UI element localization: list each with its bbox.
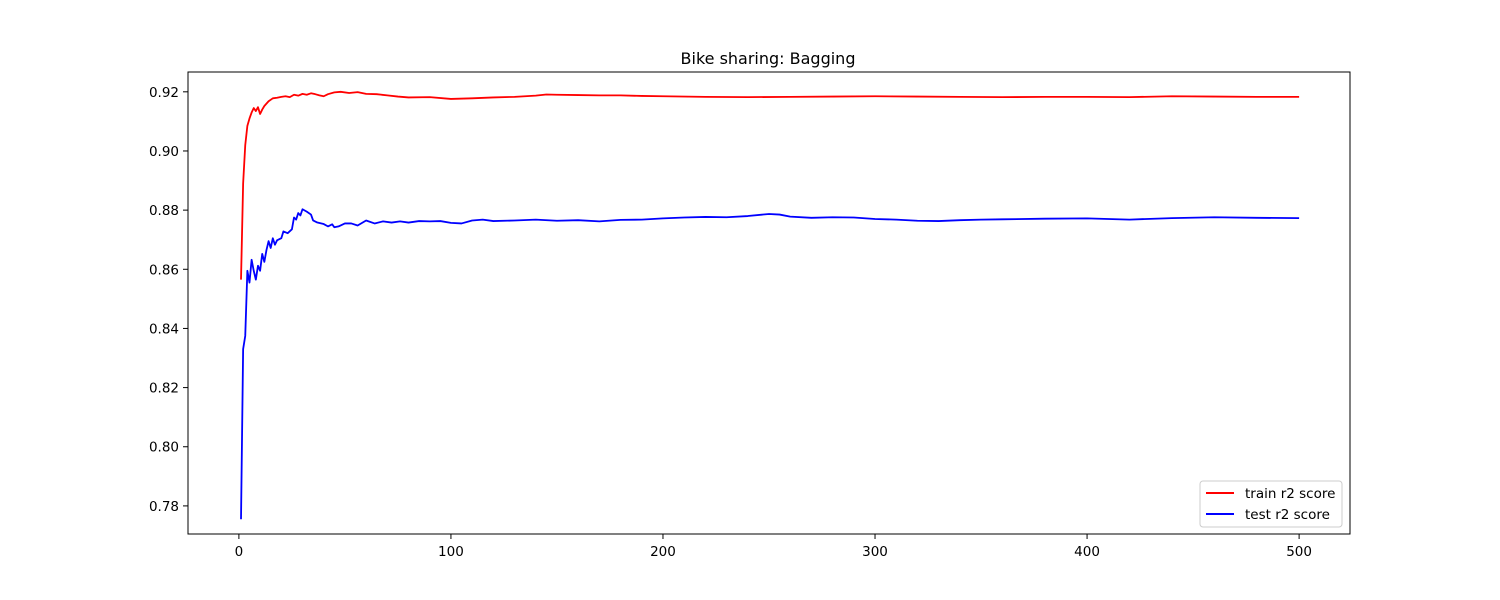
y-tick-label: 0.82	[149, 381, 179, 397]
legend-label-test: test r2 score	[1245, 507, 1330, 523]
x-axis: 0 100 200 300 400 500	[235, 534, 1312, 560]
y-tick-label: 0.80	[149, 440, 179, 456]
x-tick-label: 0	[235, 544, 244, 560]
y-tick-label: 0.86	[149, 262, 179, 278]
x-tick-label: 400	[1074, 544, 1100, 560]
legend: train r2 score test r2 score	[1199, 480, 1343, 528]
chart-title: Bike sharing: Bagging	[681, 49, 856, 68]
y-tick-label: 0.78	[149, 499, 179, 515]
y-tick-label: 0.84	[149, 321, 179, 337]
x-tick-label: 200	[650, 544, 676, 560]
test-r2-score-line	[240, 208, 1300, 520]
x-tick-label: 100	[438, 544, 464, 560]
x-tick-label: 500	[1286, 544, 1312, 560]
y-tick-label: 0.90	[149, 144, 179, 160]
legend-box	[1199, 480, 1343, 528]
y-tick-label: 0.88	[149, 203, 179, 219]
y-tick-label: 0.92	[149, 85, 179, 101]
train-r2-score-line	[240, 90, 1300, 280]
legend-label-train: train r2 score	[1245, 486, 1335, 502]
y-axis: 0.78 0.80 0.82 0.84 0.86 0.88 0.90 0.92	[149, 85, 188, 515]
x-tick-label: 300	[862, 544, 888, 560]
axes-frame	[187, 71, 1351, 535]
plot-lines	[240, 90, 1300, 520]
